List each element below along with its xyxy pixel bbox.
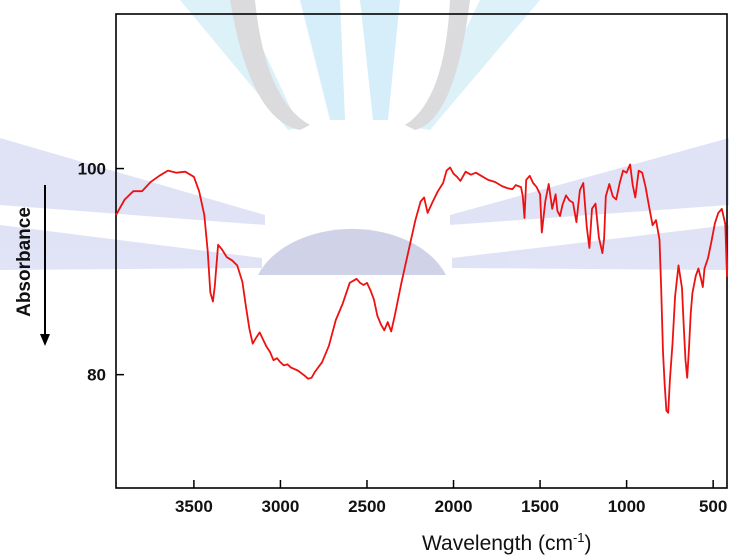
x-axis-ticks: 3500 3000 2500 2000 1500 1000 500 [175,480,727,516]
watermark-ray-left-1 [0,138,265,225]
x-tick-label: 1500 [521,497,559,516]
watermark-ray-up-left [180,0,300,130]
x-tick-label: 3000 [262,497,300,516]
watermark-grey-arc-right [405,0,470,130]
x-tick-label: 1000 [608,497,646,516]
y-axis-ticks: 80 100 [78,160,124,385]
y-tick-label: 80 [87,366,106,385]
x-axis-title-superscript: -1 [573,530,585,545]
watermark-ray-up-right [418,0,540,130]
y-axis-arrow-head [40,334,50,346]
watermark-grey-arc-left [230,0,310,130]
watermark [0,0,729,275]
x-axis-title: Wavelength (cm-1) [422,530,592,555]
spectrum-line [115,163,728,414]
watermark-ray-up-center-right [360,0,400,120]
x-tick-label: 2500 [348,497,386,516]
watermark-semicircle [258,228,446,275]
x-tick-label: 2000 [435,497,473,516]
x-tick-label: 500 [699,497,727,516]
y-axis-title: Absorbance [14,207,35,317]
watermark-ray-up-center-left [300,0,345,120]
y-axis-title-group: Absorbance [14,185,50,346]
watermark-ray-left-2 [0,225,262,270]
watermark-ray-right-1 [450,138,729,225]
x-tick-label: 3500 [175,497,213,516]
y-tick-label: 100 [78,160,106,179]
